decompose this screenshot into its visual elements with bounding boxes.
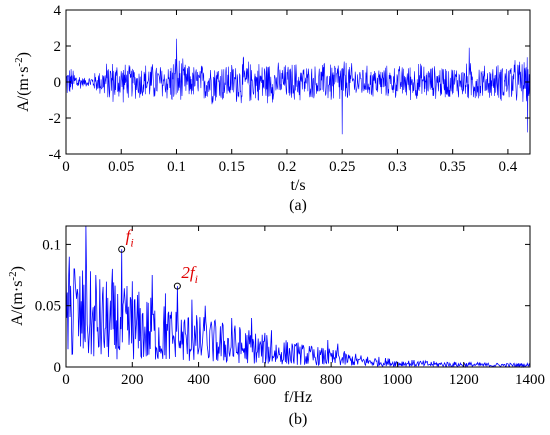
panel-a: 0 0.05 0.1 0.15 0.2 0.25 0.3 0.35 0.4 4 2 0 -2 -4 t/… (13, 3, 531, 214)
y-axis-label-b: A/(m·s-2) (7, 266, 26, 326)
x-tick-label: 1400 (515, 372, 545, 388)
y-axis-label-a: A/(m·s-2) (13, 52, 32, 112)
axes-box-b (65, 225, 531, 368)
x-tick-label: 800 (320, 372, 343, 388)
panel-b: 0 200 400 600 800 1000 1200 1400 0.1 0.05 0 fi 2fi… (7, 225, 545, 428)
y-tick-label: 0 (54, 75, 62, 91)
x-tick-label: 0.25 (329, 159, 355, 175)
y-tick-label: 0.1 (42, 237, 61, 253)
y-ticks-a: 4 2 0 -2 -4 (49, 3, 530, 163)
x-tick-label: 0.05 (108, 159, 134, 175)
x-axis-label-b: f/Hz (284, 389, 312, 406)
y-tick-label: 0.05 (35, 299, 61, 315)
x-tick-label: 400 (187, 372, 210, 388)
x-axis-label-a: t/s (290, 177, 305, 194)
peak-marker (173, 282, 181, 290)
peak-annotation: 2fi (181, 263, 198, 286)
y-ticks-b: 0.1 0.05 0 (35, 237, 530, 376)
spectrum-line (65, 225, 531, 369)
x-tick-label: 1000 (382, 372, 412, 388)
y-tick-label: 4 (54, 3, 62, 19)
x-tick-label: 0.35 (440, 159, 466, 175)
x-tick-label: 1200 (449, 372, 479, 388)
x-tick-label: 0.15 (219, 159, 245, 175)
annotations-b: fi 2fi (118, 226, 198, 290)
x-tick-label: 0.4 (499, 159, 518, 175)
x-tick-label: 0.3 (388, 159, 407, 175)
x-ticks-a: 0 0.05 0.1 0.15 0.2 0.25 0.3 0.35 0.4 (62, 10, 518, 175)
x-tick-label: 0 (62, 159, 70, 175)
y-tick-label: 2 (54, 39, 62, 55)
x-tick-label: 0.1 (167, 159, 186, 175)
time-signal-line (65, 38, 531, 135)
x-tick-label: 0 (62, 372, 70, 388)
x-tick-label: 600 (254, 372, 277, 388)
y-tick-label: -4 (49, 147, 62, 163)
x-tick-label: 200 (121, 372, 144, 388)
peak-marker (118, 245, 126, 253)
y-tick-label: 0 (54, 360, 62, 376)
y-tick-label: -2 (49, 111, 62, 127)
panel-label-a: (a) (289, 197, 307, 214)
peak-annotation: fi (126, 226, 134, 249)
x-ticks-b: 0 200 400 600 800 1000 1200 1400 (62, 226, 545, 388)
x-tick-label: 0.2 (278, 159, 297, 175)
panel-label-b: (b) (289, 411, 308, 428)
